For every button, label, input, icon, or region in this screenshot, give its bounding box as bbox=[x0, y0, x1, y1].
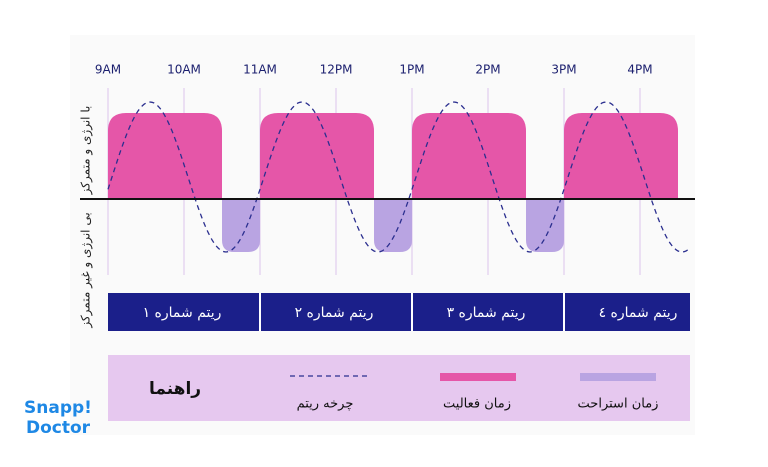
time-label: 2PM bbox=[475, 63, 500, 77]
time-label: 10AM bbox=[167, 63, 201, 77]
legend-rest bbox=[580, 373, 656, 381]
time-label: 9AM bbox=[95, 63, 121, 77]
logo: Doctor bbox=[26, 418, 91, 438]
y-label-top: با انرژی و متمرکز bbox=[79, 106, 94, 196]
rhythm-label: ریتم شماره ۲ bbox=[295, 305, 374, 321]
active-block bbox=[260, 113, 374, 199]
logo: Snapp! bbox=[24, 398, 92, 418]
legend-title: راهنما bbox=[149, 379, 201, 399]
rest-block bbox=[526, 199, 564, 252]
rhythm-wave bbox=[107, 101, 691, 253]
legend-item: چرخه ریتم bbox=[297, 397, 354, 412]
rhythm-label: ریتم شماره ۳ bbox=[447, 305, 526, 321]
time-label: 12PM bbox=[320, 63, 353, 77]
time-label: 4PM bbox=[627, 63, 652, 77]
rhythm-bg bbox=[108, 293, 690, 331]
time-label: 1PM bbox=[399, 63, 424, 77]
active-block bbox=[108, 113, 222, 199]
y-label-bottom: بی انرژی و غیر متمرکز bbox=[79, 212, 94, 328]
rhythm-bar: ریتم شماره ۱ ریتم شماره ۲ ریتم شماره ۳ ریتم… bbox=[108, 293, 690, 331]
active-block bbox=[412, 113, 526, 199]
rhythm-label: ریتم شماره ٤ bbox=[599, 305, 678, 321]
legend-active bbox=[440, 373, 516, 381]
rest-block bbox=[222, 199, 260, 252]
active-block bbox=[564, 113, 678, 199]
rhythm-label: ریتم شماره ۱ bbox=[143, 305, 222, 321]
time-label: 11AM bbox=[243, 63, 277, 77]
blocks bbox=[108, 113, 678, 252]
rest-block bbox=[374, 199, 412, 252]
legend-item: زمان فعالیت bbox=[443, 397, 511, 412]
legend-box bbox=[108, 355, 690, 421]
legend-item: زمان استراحت bbox=[578, 397, 659, 412]
time-label: 3PM bbox=[551, 63, 576, 77]
